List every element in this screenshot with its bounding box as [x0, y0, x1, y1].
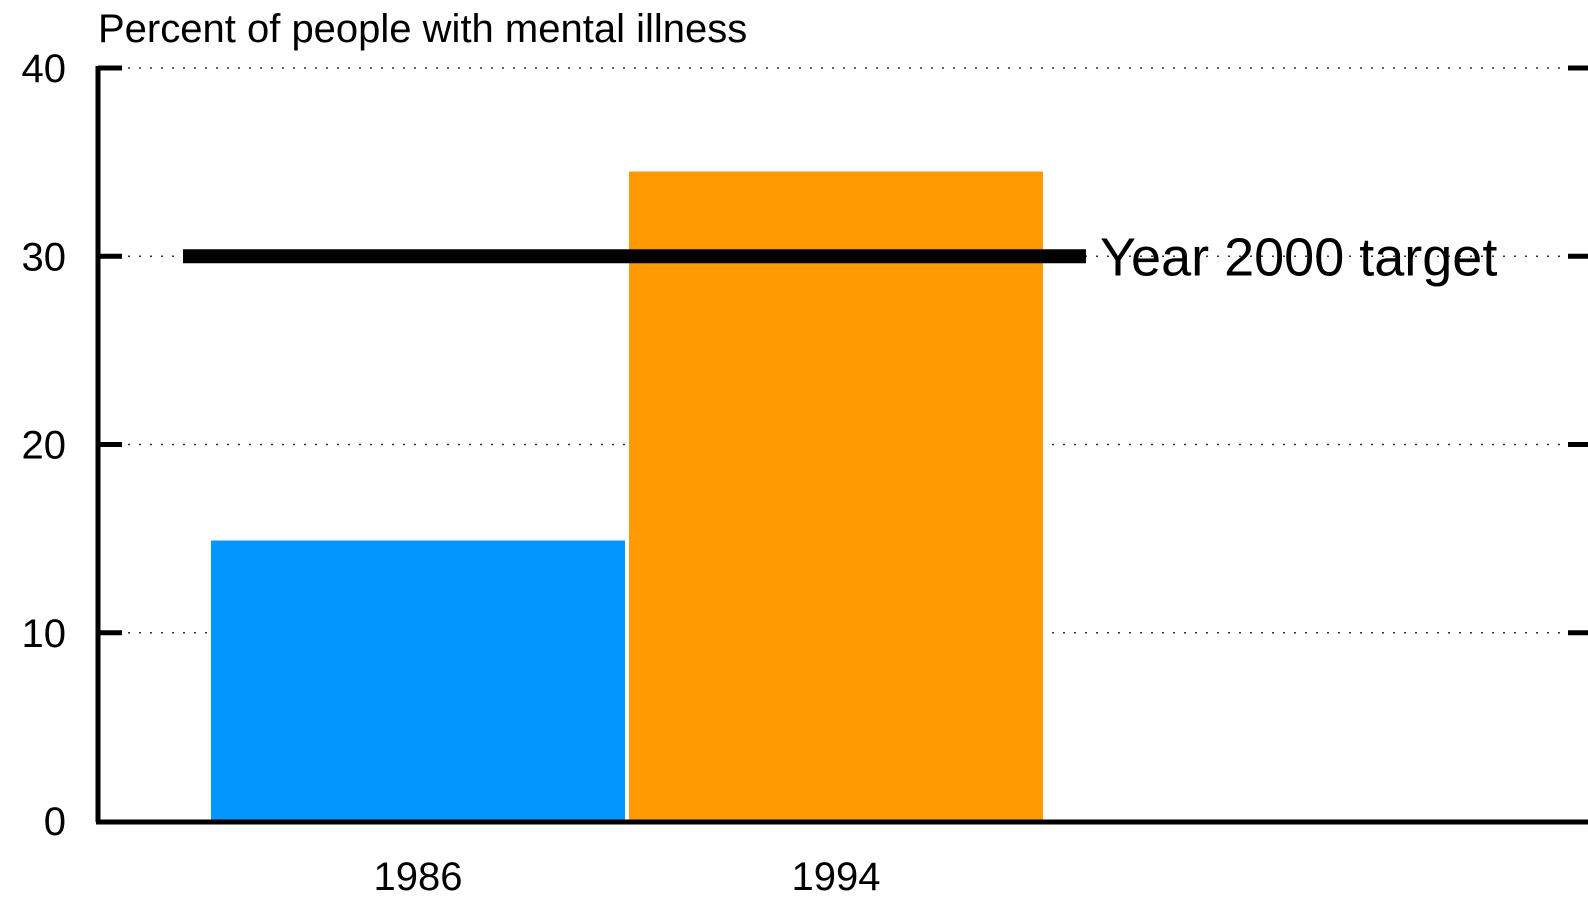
chart-title: Percent of people with mental illness: [98, 7, 747, 51]
target-line-label: Year 2000 target: [1100, 227, 1497, 287]
bar-1994: [629, 171, 1043, 822]
ticks: 0 10 20 30 40 1986 1994: [22, 47, 1588, 899]
y-tick-label: 30: [22, 235, 67, 279]
x-tick-label: 1986: [374, 855, 463, 899]
y-tick-label: 40: [22, 47, 67, 91]
y-tick-label: 20: [22, 424, 67, 468]
reference-line-group: Year 2000 target: [183, 227, 1497, 287]
x-tick-label: 1994: [792, 855, 881, 899]
y-tick-label: 0: [44, 800, 66, 844]
y-tick-label: 10: [22, 612, 67, 656]
bar-1986: [211, 540, 625, 821]
bars: [211, 171, 1043, 822]
